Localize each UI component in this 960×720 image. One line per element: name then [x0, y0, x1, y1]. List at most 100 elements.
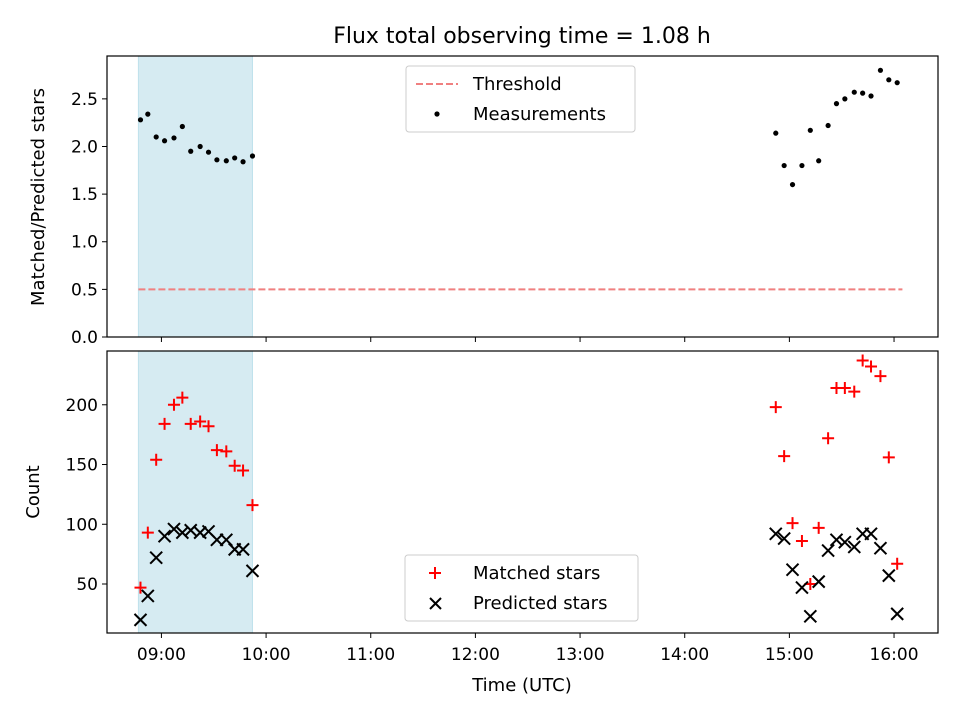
bottom-y-tick-label: 150	[66, 456, 98, 476]
x-tick-label: 13:00	[556, 645, 605, 665]
matched-stars-point	[150, 453, 163, 466]
matched-stars-point	[194, 415, 207, 428]
measurements-point	[799, 162, 805, 169]
legend-matched-swatch	[429, 567, 441, 579]
matched-stars-point	[769, 401, 782, 414]
x-tick-label: 16:00	[870, 645, 919, 665]
matched-stars-point	[838, 382, 851, 395]
matched-stars-point	[812, 521, 825, 534]
measurements-point	[214, 157, 220, 163]
x-axis-label: Time (UTC)	[471, 675, 572, 696]
matched-stars-point	[848, 385, 861, 398]
matched-stars-point	[865, 360, 878, 373]
measurements-point	[868, 93, 874, 99]
measurements-point	[807, 127, 813, 133]
predicted-stars-point	[838, 535, 852, 549]
measurements-point	[833, 101, 840, 107]
measurements-point	[860, 90, 866, 96]
matched-stars-point	[786, 517, 799, 530]
matched-stars-point	[158, 417, 171, 430]
bottom-legend: Matched stars Predicted stars	[404, 554, 639, 622]
predicted-stars-point	[821, 543, 835, 558]
matched-stars-point	[891, 557, 904, 570]
measurements-point	[232, 155, 238, 161]
measurements-point	[789, 181, 796, 188]
matched-stars-point	[167, 398, 180, 411]
top-y-tick-label: 1.0	[71, 233, 98, 253]
measurements-point	[781, 162, 787, 169]
matched-stars-point	[210, 444, 223, 457]
measurements-point	[816, 158, 822, 164]
bottom-y-tick-label: 200	[66, 396, 98, 416]
bottom-panel: 50 100 150 200 09:00 10:00 11:00 12:00 13:00 14:0…	[66, 350, 939, 665]
predicted-stars-point	[167, 522, 181, 536]
measurements-point	[223, 158, 229, 164]
legend-measurements-label: Measurements	[473, 104, 606, 125]
matched-stars-point	[141, 526, 154, 539]
x-tick-label: 09:00	[137, 645, 186, 665]
top-shaded-span	[137, 55, 253, 338]
matched-stars-point	[856, 354, 869, 367]
measurements-point	[886, 77, 892, 83]
top-y-tick-label: 1.5	[71, 185, 98, 205]
top-y-tick-label: 0.5	[71, 280, 98, 300]
bottom-shaded-span	[137, 350, 253, 634]
top-y-axis-label: Matched/Predicted stars	[28, 88, 49, 306]
bottom-axes-frame	[106, 350, 939, 634]
matched-stars-point	[882, 451, 895, 464]
matched-stars-point	[874, 370, 887, 383]
predicted-stars-point	[847, 540, 861, 554]
predicted-stars-point	[236, 542, 250, 557]
top-y-tick-label: 2.5	[71, 90, 98, 110]
predicted-stars-point	[803, 609, 818, 623]
measurements-point	[188, 148, 194, 154]
legend-predicted-label: Predicted stars	[473, 593, 607, 614]
predicted-stars-point	[777, 531, 791, 546]
predicted-stars-point	[133, 613, 148, 627]
bottom-y-axis-label: Count	[23, 465, 44, 518]
predicted-stars-point	[149, 551, 163, 565]
measurements-point	[171, 135, 177, 141]
matched-stars-point	[822, 432, 835, 445]
top-panel: 0.0 0.5 1.0 1.5 2.0 2.5	[71, 55, 939, 348]
x-tick-label: 12:00	[451, 645, 500, 665]
chart-title: Flux total observing time = 1.08 h	[333, 24, 711, 49]
legend-predicted-swatch	[429, 597, 442, 610]
measurements-point	[161, 138, 168, 144]
x-tick-label: 15:00	[765, 645, 814, 665]
measurements-point	[825, 122, 831, 129]
matched-stars-point	[176, 391, 189, 404]
predicted-stars-point	[769, 527, 783, 541]
measurements-point	[894, 80, 900, 86]
matched-stars-point	[228, 459, 241, 472]
matched-stars-point	[202, 420, 215, 433]
x-tick-label: 14:00	[660, 645, 709, 665]
bottom-y-tick-label: 100	[66, 515, 98, 535]
measurements-point	[240, 159, 246, 165]
matched-stars-point	[246, 499, 259, 512]
measurements-point	[851, 89, 857, 95]
matched-stars-point	[134, 581, 147, 594]
top-axes-frame	[106, 55, 939, 338]
x-tick-label: 11:00	[346, 645, 395, 665]
legend-measurements-swatch	[434, 111, 440, 117]
legend-threshold-label: Threshold	[472, 74, 562, 95]
top-legend: Threshold Measurements	[405, 65, 636, 133]
predicted-stars-point	[175, 525, 190, 540]
measurements-point	[137, 117, 144, 123]
measurements-point	[153, 134, 159, 140]
bottom-legend-box	[404, 554, 639, 622]
predicted-stars-point	[245, 564, 260, 578]
predicted-stars-point	[210, 533, 224, 547]
measurements-point	[249, 153, 256, 159]
predicted-stars-point	[795, 580, 809, 595]
bottom-y-tick-label: 50	[76, 575, 98, 595]
measurements-point	[179, 123, 185, 130]
predicted-stars-point	[785, 562, 800, 577]
measurements-point	[145, 111, 151, 117]
x-tick-label: 10:00	[242, 645, 291, 665]
predicted-stars-point	[882, 568, 896, 583]
measurements-point	[773, 130, 779, 136]
matched-stars-point	[184, 417, 197, 430]
